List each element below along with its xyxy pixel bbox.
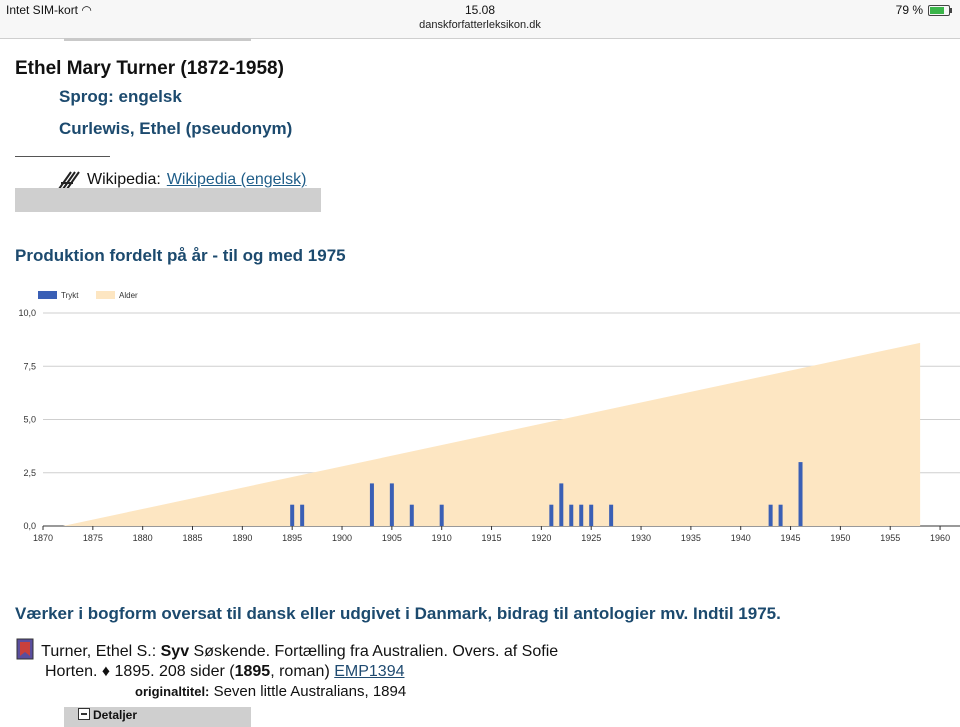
battery-percent: 79 %: [895, 3, 923, 17]
battery-icon: [928, 4, 952, 16]
y-tick-label: 7,5: [23, 361, 36, 371]
bar-trykt: [768, 504, 773, 526]
x-tick-label: 1885: [182, 533, 202, 543]
work-title: Søskende. Fortælling fra Australien. Ove…: [193, 643, 559, 660]
x-tick-label: 1880: [133, 533, 153, 543]
gray-panel: [15, 188, 321, 212]
work-code-link[interactable]: EMP1394: [334, 663, 405, 680]
details-bar-top[interactable]: [64, 38, 251, 41]
bar-trykt: [798, 462, 803, 526]
x-tick-label: 1895: [282, 533, 302, 543]
collapse-icon: [78, 708, 90, 720]
x-tick-label: 1915: [482, 533, 502, 543]
y-tick-label: 2,5: [23, 468, 36, 478]
address-bar[interactable]: danskforfatterleksikon.dk: [419, 19, 541, 31]
chart-legend: Trykt Alder: [38, 291, 138, 300]
x-tick-label: 1905: [382, 533, 402, 543]
x-tick-label: 1955: [880, 533, 900, 543]
carrier-label: Intet SIM-kort: [6, 3, 79, 17]
original-title-label: originaltitel:: [135, 684, 210, 699]
bar-trykt: [579, 504, 584, 526]
chart-bars: [290, 462, 803, 526]
original-title-value: Seven little Australians, 1894: [213, 683, 407, 700]
bar-trykt: [300, 504, 305, 526]
work-item: Turner, Ethel S.: Syv Søskende. Fortælli…: [15, 638, 558, 661]
bar-trykt: [389, 483, 394, 526]
x-tick-label: 1920: [531, 533, 551, 543]
details-label: Detaljer: [93, 708, 138, 722]
bar-trykt: [549, 504, 554, 526]
work-year: 1895: [234, 663, 271, 680]
x-tick-label: 1875: [83, 533, 103, 543]
legend-swatch-alder: [96, 291, 115, 299]
legend-label-alder: Alder: [119, 291, 138, 300]
bar-trykt: [439, 504, 444, 526]
x-tick-label: 1890: [232, 533, 252, 543]
legend-swatch-trykt: [38, 291, 57, 299]
status-bar: Intet SIM-kort ◠ 15.08 danskforfatterlek…: [0, 0, 960, 39]
wikipedia-row: Wikipedia: Wikipedia (engelsk): [57, 169, 306, 191]
x-tick-label: 1950: [830, 533, 850, 543]
author-name: Ethel Mary Turner (1872-1958): [15, 58, 284, 79]
divider: [15, 156, 110, 157]
wikipedia-label: Wikipedia:: [87, 171, 161, 188]
clock: 15.08: [464, 3, 496, 17]
production-title: Produktion fordelt på år - til og med 19…: [15, 246, 346, 265]
work-info: Horten. ♦ 1895. 208 sider (1895, roman) …: [45, 663, 405, 681]
bar-trykt: [369, 483, 374, 526]
bar-trykt: [290, 504, 295, 526]
chart-area-series: [62, 342, 921, 526]
x-tick-label: 1925: [581, 533, 601, 543]
age-area: [62, 342, 921, 526]
book-icon: [16, 638, 34, 660]
bar-trykt: [778, 504, 783, 526]
x-tick-label: 1935: [681, 533, 701, 543]
x-tick-label: 1960: [930, 533, 950, 543]
bar-trykt: [609, 504, 614, 526]
bar-trykt: [589, 504, 594, 526]
chart-axes: 0,0 2,5 5,0 7,5 10,0 1870 1875 1880 1885 1890 1895…: [18, 308, 950, 543]
work-title-bold: Syv: [160, 643, 190, 660]
wikipedia-link[interactable]: Wikipedia (engelsk): [166, 171, 307, 188]
battery-status: 79 %: [895, 3, 952, 17]
wikipedia-icon: [58, 171, 80, 190]
details-toggle[interactable]: Detaljer: [64, 707, 251, 727]
wifi-icon: ◠: [81, 3, 92, 17]
legend-label-trykt: Trykt: [61, 291, 79, 300]
x-tick-label: 1900: [332, 533, 352, 543]
x-tick-label: 1930: [631, 533, 651, 543]
bar-trykt: [569, 504, 574, 526]
bar-trykt: [559, 483, 564, 526]
works-title: Værker i bogform oversat til dansk eller…: [15, 604, 781, 623]
author-language: Sprog: engelsk: [59, 87, 182, 106]
x-tick-label: 1945: [781, 533, 801, 543]
y-tick-label: 10,0: [18, 308, 36, 318]
x-tick-label: 1870: [33, 533, 53, 543]
x-tick-label: 1910: [432, 533, 452, 543]
y-tick-label: 0,0: [23, 521, 36, 531]
work-info-post: , roman): [270, 663, 330, 680]
work-author: Turner, Ethel S.:: [41, 643, 157, 660]
work-info-pre: Horten. ♦ 1895. 208 sider (: [45, 663, 235, 680]
y-tick-label: 5,0: [23, 415, 36, 425]
production-chart: Trykt Alder 0,0 2,5 5,0 7,5 10,0 1870 1875 1880 1…: [18, 291, 960, 543]
carrier-status: Intet SIM-kort ◠: [6, 3, 92, 17]
work-original-title: originaltitel: Seven little Australians,…: [135, 683, 406, 700]
x-tick-label: 1940: [731, 533, 751, 543]
bar-trykt: [409, 504, 414, 526]
author-pseudonym: Curlewis, Ethel (pseudonym): [59, 119, 293, 138]
